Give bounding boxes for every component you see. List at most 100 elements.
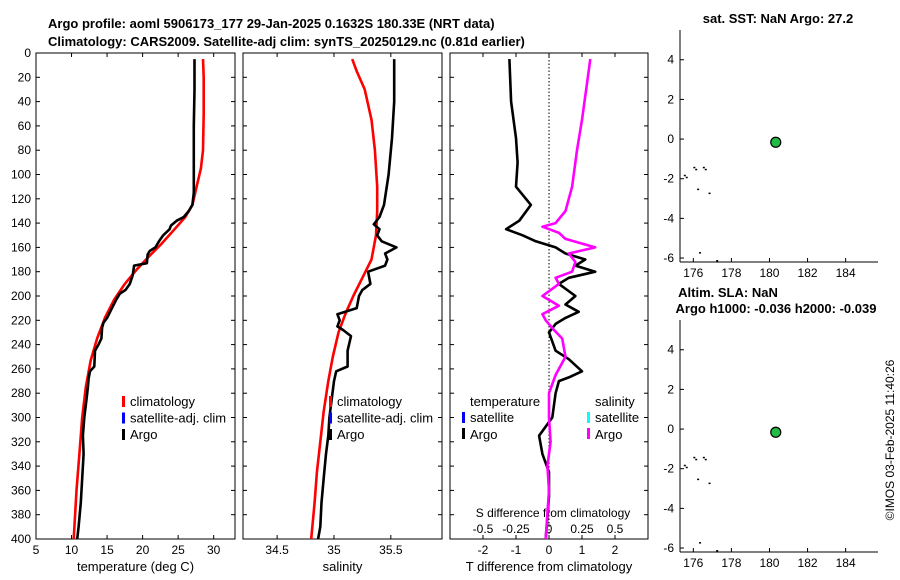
difference-series-salinity-argo [541, 58, 597, 540]
legend-temp-argo: Argo [470, 427, 497, 442]
depth-tick-label: 220 [11, 313, 31, 327]
sla-map-title-line2: Argo h1000: -0.036 h2000: -0.039 [676, 301, 877, 316]
temperature-legend-label: Argo [130, 427, 157, 442]
sst-map-x-tick-label: 182 [798, 266, 818, 280]
depth-tick-label: 240 [11, 338, 31, 352]
sst-map-island-mark [685, 176, 688, 179]
temperature-x-tick-label: 20 [136, 543, 150, 557]
temperature-series-climatology [72, 59, 205, 540]
sst-map-argo-position-marker [770, 136, 782, 148]
header-line1: Argo profile: aoml 5906173_177 29-Jan-20… [48, 16, 495, 31]
salinity-x-axis-label: salinity [323, 559, 363, 574]
sst-map-x-tick-label: 184 [836, 266, 856, 280]
sst-map-x-tick-label: 178 [721, 266, 741, 280]
sla-map-y-tick-label: -6 [663, 541, 674, 555]
depth-tick-label: 40 [18, 95, 32, 109]
sst-map-island-mark [708, 192, 711, 195]
salinity-diff-tick-label: 0.25 [570, 522, 594, 536]
salinity-diff-tick-label: 0 [546, 522, 553, 536]
depth-tick-label: 300 [11, 411, 31, 425]
sla-map-island-mark [716, 550, 719, 552]
salinity-x-tick-label: 35.5 [379, 543, 403, 557]
depth-tick-label: 80 [18, 143, 32, 157]
sla-map-y-tick-label: 4 [667, 343, 674, 357]
temperature-legend-swatch [122, 396, 125, 407]
salinity-legend-swatch [329, 396, 332, 407]
sst-map-island-mark [693, 166, 696, 169]
salinity-x-tick-label: 34.5 [265, 543, 289, 557]
sla-map-y-tick-label: 0 [667, 422, 674, 436]
depth-tick-label: 20 [18, 70, 32, 84]
legend-salinity-title: salinity [595, 394, 635, 409]
temperature-legend-label: climatology [130, 394, 196, 409]
sst-map-y-tick-label: 4 [667, 53, 674, 67]
depth-tick-label: 360 [11, 483, 31, 497]
sla-map-y-tick-label: -4 [663, 501, 674, 515]
sst-map-y-tick-label: 2 [667, 92, 674, 106]
salinity-legend-label: climatology [337, 394, 403, 409]
salinity-legend-swatch [329, 412, 332, 424]
temperature-legend-swatch [122, 412, 125, 424]
depth-tick-label: 60 [18, 119, 32, 133]
sla-map-y-tick-label: 2 [667, 382, 674, 396]
sla-map-island-mark [685, 466, 688, 469]
legend-sal-argo: Argo [595, 427, 622, 442]
sla-map-x-tick-label: 176 [683, 556, 703, 570]
depth-tick-label: 0 [24, 46, 31, 60]
sst-map-island-mark [699, 252, 702, 254]
temperature-x-tick-label: 30 [207, 543, 221, 557]
sla-map-island-mark [693, 456, 696, 459]
sla-map-title-line1: Altim. SLA: NaN [678, 285, 778, 300]
depth-tick-label: 380 [11, 508, 31, 522]
sst-map-title: sat. SST: NaN Argo: 27.2 [703, 11, 854, 26]
salinity-legend-label: satellite-adj. clim [337, 411, 433, 426]
sla-map-island-mark [708, 482, 711, 485]
temperature-x-tick-label: 5 [33, 543, 40, 557]
temperature-legend-label: satellite-adj. clim [130, 411, 226, 426]
sst-map-island-mark [702, 166, 705, 169]
sst-map-island-mark [695, 168, 698, 171]
depth-tick-label: 200 [11, 289, 31, 303]
sst-map-island-mark [716, 260, 719, 262]
salinity-diff-tick-label: -0.5 [473, 522, 494, 536]
temperature-legend-swatch [122, 429, 125, 440]
depth-tick-label: 180 [11, 265, 31, 279]
legend-sal-satellite: satellite [595, 410, 639, 425]
legend-swatch [587, 428, 590, 439]
legend-swatch [462, 412, 465, 423]
legend-swatch [462, 428, 465, 439]
header-line2: Climatology: CARS2009. Satellite-adj cli… [48, 34, 525, 49]
depth-tick-label: 140 [11, 216, 31, 230]
temperature-plot-frame [35, 52, 236, 540]
sla-map-island-mark [695, 458, 698, 461]
depth-tick-label: 280 [11, 386, 31, 400]
depth-tick-label: 340 [11, 459, 31, 473]
sla-map-y-tick-label: -2 [663, 462, 674, 476]
sla-map-x-tick-label: 184 [836, 556, 856, 570]
sla-map-x-tick-label: 178 [721, 556, 741, 570]
depth-tick-label: 160 [11, 240, 31, 254]
salinity-diff-axis-label: S difference from climatology [476, 506, 631, 520]
temperature-x-tick-label: 25 [171, 543, 185, 557]
imos-watermark: ©IMOS 03-Feb-2025 11:40:26 [883, 359, 897, 520]
sla-map-island-mark [683, 464, 686, 467]
sst-map-y-tick-label: -4 [663, 211, 674, 225]
depth-tick-label: 320 [11, 435, 31, 449]
sst-map-island-mark [697, 188, 700, 191]
sst-map-y-tick-label: -6 [663, 251, 674, 265]
legend-swatch [587, 412, 590, 423]
sst-map-y-tick-label: 0 [667, 132, 674, 146]
sla-map-island-mark [699, 542, 702, 544]
depth-tick-label: 100 [11, 168, 31, 182]
sst-map-x-tick-label: 176 [683, 266, 703, 280]
legend-temperature-title: temperature [470, 394, 540, 409]
salinity-diff-tick-label: 0.5 [607, 522, 624, 536]
sst-map-island-mark [683, 174, 686, 177]
salinity-legend-swatch [329, 429, 332, 440]
depth-tick-label: 400 [11, 532, 31, 546]
difference-series-temperature-argo [504, 59, 597, 540]
sst-map-x-tick-label: 180 [759, 266, 779, 280]
salinity-x-tick-label: 35 [327, 543, 341, 557]
sla-map-argo-position-marker [770, 426, 782, 438]
